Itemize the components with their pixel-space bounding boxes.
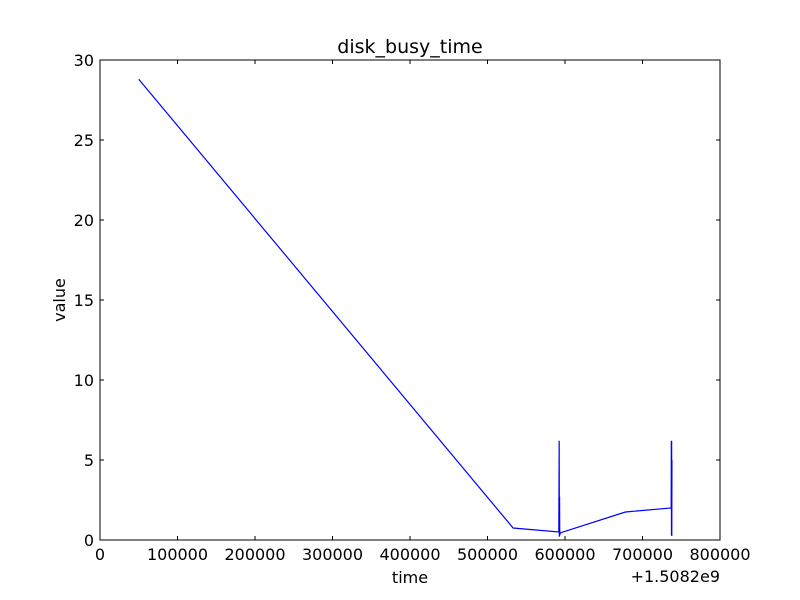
y-tick-label: 0	[84, 531, 94, 550]
y-axis-label: value	[50, 278, 69, 322]
x-tick-label: 100000	[147, 545, 208, 564]
x-ticks: 0 100000 200000 300000 400000 500000 600000 700…	[95, 60, 751, 564]
y-ticks: 0 5 10 15 20 25 30	[74, 51, 720, 550]
series-layer	[138, 78, 673, 537]
y-tick-label: 25	[74, 131, 94, 150]
chart-title: disk_busy_time	[337, 36, 482, 58]
y-tick-label: 5	[84, 451, 94, 470]
x-tick-label: 0	[95, 545, 105, 564]
series-line-1	[138, 78, 673, 537]
plot-area	[100, 60, 720, 540]
x-tick-label: 400000	[379, 545, 440, 564]
y-tick-label: 20	[74, 211, 94, 230]
x-tick-label: 800000	[689, 545, 750, 564]
x-tick-label: 200000	[224, 545, 285, 564]
plot-frame	[99, 59, 721, 541]
x-axis-label: time	[392, 568, 428, 587]
x-offset-label: +1.5082e9	[631, 567, 720, 586]
x-tick-label: 500000	[457, 545, 518, 564]
y-tick-label: 15	[74, 291, 94, 310]
y-tick-label: 30	[74, 51, 94, 70]
y-tick-label: 10	[74, 371, 94, 390]
x-tick-label: 300000	[302, 545, 363, 564]
x-tick-label: 600000	[534, 545, 595, 564]
x-tick-label: 700000	[612, 545, 673, 564]
